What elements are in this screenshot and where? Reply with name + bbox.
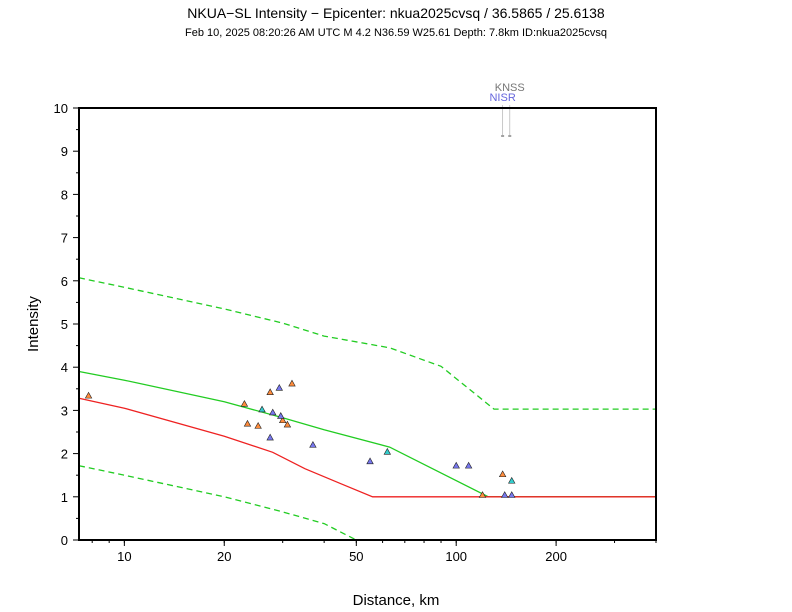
station-marker-orange [278, 416, 287, 424]
curve-solid-green [78, 370, 656, 498]
curve-dashed-green-lower [78, 465, 357, 541]
curve-solid-red [78, 397, 656, 498]
curve-dashed-green-upper [78, 277, 656, 410]
y-tick-label: 9 [61, 144, 68, 159]
x-tick-label: 200 [545, 549, 567, 564]
y-tick-label: 0 [61, 533, 68, 548]
x-axis-label: Distance, km [353, 592, 440, 609]
y-tick-label: 5 [61, 317, 68, 332]
y-tick-label: 8 [61, 187, 68, 202]
y-tick-label: 7 [61, 231, 68, 246]
station-marker-blue [269, 408, 277, 416]
station-marker-orange [84, 391, 93, 399]
x-tick-label: 20 [217, 549, 231, 564]
station-marker-blue [508, 491, 516, 498]
station-marker-blue [277, 412, 285, 419]
station-marker-blue [266, 433, 274, 441]
x-tick-label: 100 [445, 549, 467, 564]
x-tick-label: 50 [349, 549, 363, 564]
y-tick-label: 10 [54, 101, 68, 116]
station-marker-cyan [383, 447, 392, 455]
station-marker-blue [275, 383, 283, 391]
station-marker-orange [240, 399, 249, 407]
station-marker-blue [366, 457, 374, 465]
y-tick-label: 1 [61, 490, 68, 505]
plot-frame [78, 107, 657, 541]
y-tick-label: 3 [61, 403, 68, 418]
y-tick-label: 6 [61, 274, 68, 289]
station-markers [84, 379, 516, 498]
station-marker-blue [464, 461, 473, 469]
prediction-curves [78, 277, 656, 541]
station-marker-orange [266, 388, 274, 395]
chart-title: NKUA−SL Intensity − Epicenter: nkua2025c… [187, 5, 605, 21]
x-axis-ticks: 10 20 50 100 200 [91, 540, 657, 564]
y-axis-ticks: 0 1 2 3 4 5 6 7 8 9 10 [54, 101, 79, 548]
x-tick-label: 10 [117, 549, 131, 564]
station-label-nisr: NISR [489, 92, 515, 104]
y-tick-label: 4 [61, 360, 68, 375]
y-axis-label: Intensity [25, 296, 42, 352]
station-marker-cyan [258, 405, 266, 413]
station-marker-orange [243, 419, 252, 427]
station-marker-blue [500, 491, 509, 498]
y-tick-label: 2 [61, 447, 68, 462]
station-marker-orange [288, 379, 296, 387]
station-marker-cyan [508, 476, 516, 484]
station-marker-orange [478, 491, 487, 498]
station-marker-orange [254, 421, 262, 429]
station-marker-blue [452, 461, 460, 469]
station-marker-orange [283, 420, 292, 428]
station-marker-blue [309, 441, 317, 448]
chart-subtitle: Feb 10, 2025 08:20:26 AM UTC M 4.2 N36.5… [185, 27, 607, 39]
station-marker-orange [498, 470, 507, 478]
station-label-knss: KNSS [495, 82, 525, 94]
